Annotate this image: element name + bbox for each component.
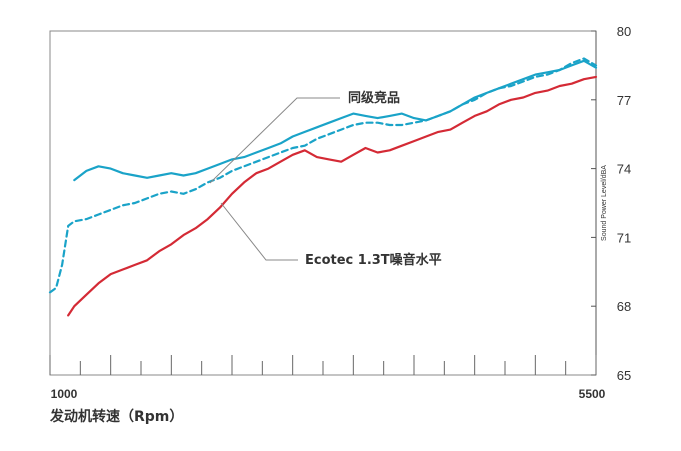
y-tick-marks (591, 30, 596, 376)
annotation-ecotec: Ecotec 1.3T噪音水平 (305, 252, 442, 268)
y-tick-label: 77 (617, 93, 631, 108)
y-tick-label: 71 (617, 230, 631, 245)
y-tick-label: 65 (617, 368, 631, 383)
x-tick-label-min: 1000 (51, 387, 78, 401)
ecotec-line (67, 75, 598, 317)
x-axis-title: 发动机转速（Rpm） (49, 408, 183, 425)
x-tick-marks (49, 355, 597, 375)
y-tick-label: 80 (617, 24, 631, 39)
y-tick-labels: 65 68 71 74 77 80 (617, 24, 631, 383)
annotation-leaders (209, 97, 340, 261)
competitor-solid-line (73, 59, 598, 182)
series-lines (48, 57, 598, 317)
y-tick-label: 74 (617, 162, 631, 177)
annotation-competitor: 同级竞品 (348, 90, 400, 106)
ecotec-leader-line (220, 202, 298, 261)
y-tick-label: 68 (617, 299, 631, 314)
competitor-dashed-line (48, 57, 598, 294)
x-tick-label-max: 5500 (579, 387, 606, 401)
competitor-leader-line (209, 97, 340, 184)
y-axis-title: Sound Power Level/dBA (601, 165, 608, 241)
